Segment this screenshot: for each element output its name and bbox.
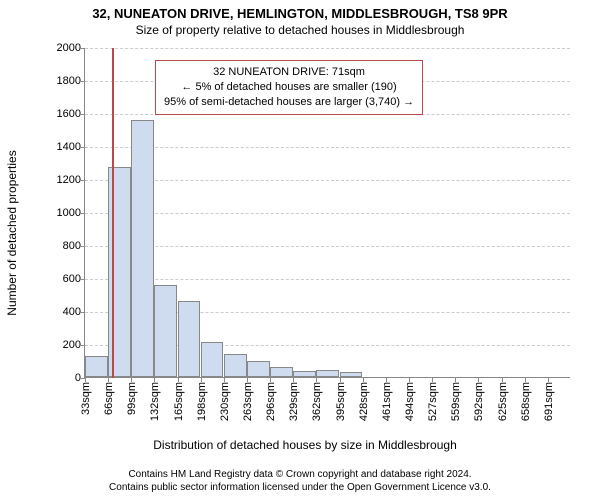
y-tick-label: 800 bbox=[41, 240, 81, 252]
bar bbox=[270, 367, 293, 377]
x-tick-label: 461sqm bbox=[381, 382, 393, 421]
gridline bbox=[85, 246, 570, 247]
gridline bbox=[85, 48, 570, 49]
chart: Number of detached properties 0200400600… bbox=[40, 48, 570, 418]
x-tick-label: 132sqm bbox=[149, 382, 161, 421]
plot-area: 020040060080010001200140016001800200033s… bbox=[84, 48, 570, 378]
annotation-line: ← 5% of detached houses are smaller (190… bbox=[164, 80, 414, 95]
x-tick-label: 329sqm bbox=[288, 382, 300, 421]
x-tick-label: 658sqm bbox=[520, 382, 532, 421]
y-tick-label: 400 bbox=[41, 306, 81, 318]
x-tick-label: 99sqm bbox=[126, 382, 138, 415]
x-tick-label: 494sqm bbox=[404, 382, 416, 421]
x-tick-label: 691sqm bbox=[543, 382, 555, 421]
annotation-line: 95% of semi-detached houses are larger (… bbox=[164, 95, 414, 110]
bar bbox=[201, 342, 224, 377]
y-tick-label: 1800 bbox=[41, 75, 81, 87]
page-subtitle: Size of property relative to detached ho… bbox=[0, 23, 600, 37]
x-tick-label: 395sqm bbox=[335, 382, 347, 421]
page-title: 32, NUNEATON DRIVE, HEMLINGTON, MIDDLESB… bbox=[0, 6, 600, 21]
footer-line2: Contains public sector information licen… bbox=[0, 481, 600, 494]
y-tick-label: 2000 bbox=[41, 42, 81, 54]
bar bbox=[247, 361, 270, 377]
x-tick-label: 362sqm bbox=[311, 382, 323, 421]
y-axis-label: Number of detached properties bbox=[5, 150, 19, 315]
y-tick-label: 1600 bbox=[41, 108, 81, 120]
bar bbox=[131, 120, 154, 377]
x-tick-label: 296sqm bbox=[265, 382, 277, 421]
bar bbox=[178, 301, 201, 377]
annotation-box: 32 NUNEATON DRIVE: 71sqm← 5% of detached… bbox=[155, 60, 423, 115]
x-axis-label: Distribution of detached houses by size … bbox=[40, 438, 570, 452]
x-tick-label: 625sqm bbox=[497, 382, 509, 421]
x-tick-label: 559sqm bbox=[450, 382, 462, 421]
footer-line1: Contains HM Land Registry data © Crown c… bbox=[0, 468, 600, 481]
x-tick-label: 165sqm bbox=[173, 382, 185, 421]
gridline bbox=[85, 180, 570, 181]
y-tick-label: 0 bbox=[41, 372, 81, 384]
x-tick-label: 198sqm bbox=[196, 382, 208, 421]
bar bbox=[316, 370, 339, 377]
x-tick-label: 428sqm bbox=[358, 382, 370, 421]
bar bbox=[224, 354, 247, 377]
bar bbox=[340, 372, 363, 377]
y-tick-label: 1200 bbox=[41, 174, 81, 186]
gridline bbox=[85, 147, 570, 148]
marker-line bbox=[112, 48, 114, 378]
x-tick-label: 592sqm bbox=[473, 382, 485, 421]
bar bbox=[293, 371, 316, 377]
x-tick-label: 230sqm bbox=[219, 382, 231, 421]
x-tick-label: 66sqm bbox=[103, 382, 115, 415]
bar bbox=[154, 285, 177, 377]
x-tick-label: 527sqm bbox=[427, 382, 439, 421]
y-tick-label: 600 bbox=[41, 273, 81, 285]
y-tick-label: 1000 bbox=[41, 207, 81, 219]
x-tick-label: 263sqm bbox=[242, 382, 254, 421]
annotation-line: 32 NUNEATON DRIVE: 71sqm bbox=[164, 65, 414, 80]
gridline bbox=[85, 213, 570, 214]
bar bbox=[85, 356, 108, 377]
x-tick-label: 33sqm bbox=[80, 382, 92, 415]
y-tick-label: 200 bbox=[41, 339, 81, 351]
footer: Contains HM Land Registry data © Crown c… bbox=[0, 468, 600, 494]
y-tick-label: 1400 bbox=[41, 141, 81, 153]
gridline bbox=[85, 279, 570, 280]
